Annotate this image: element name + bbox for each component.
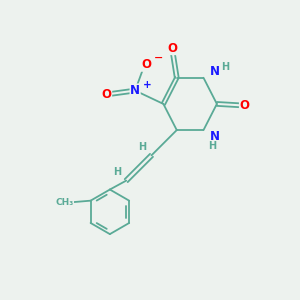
Text: O: O xyxy=(141,58,152,71)
Text: O: O xyxy=(239,99,250,112)
Text: +: + xyxy=(143,80,152,90)
Text: N: N xyxy=(210,130,220,143)
Text: N: N xyxy=(210,65,220,78)
Text: −: − xyxy=(154,53,163,63)
Text: O: O xyxy=(102,88,112,100)
Text: H: H xyxy=(221,62,229,72)
Text: H: H xyxy=(208,141,217,152)
Text: H: H xyxy=(113,167,122,177)
Text: N: N xyxy=(130,84,140,97)
Text: H: H xyxy=(139,142,147,152)
Text: CH₃: CH₃ xyxy=(55,198,74,207)
Text: O: O xyxy=(167,42,177,55)
